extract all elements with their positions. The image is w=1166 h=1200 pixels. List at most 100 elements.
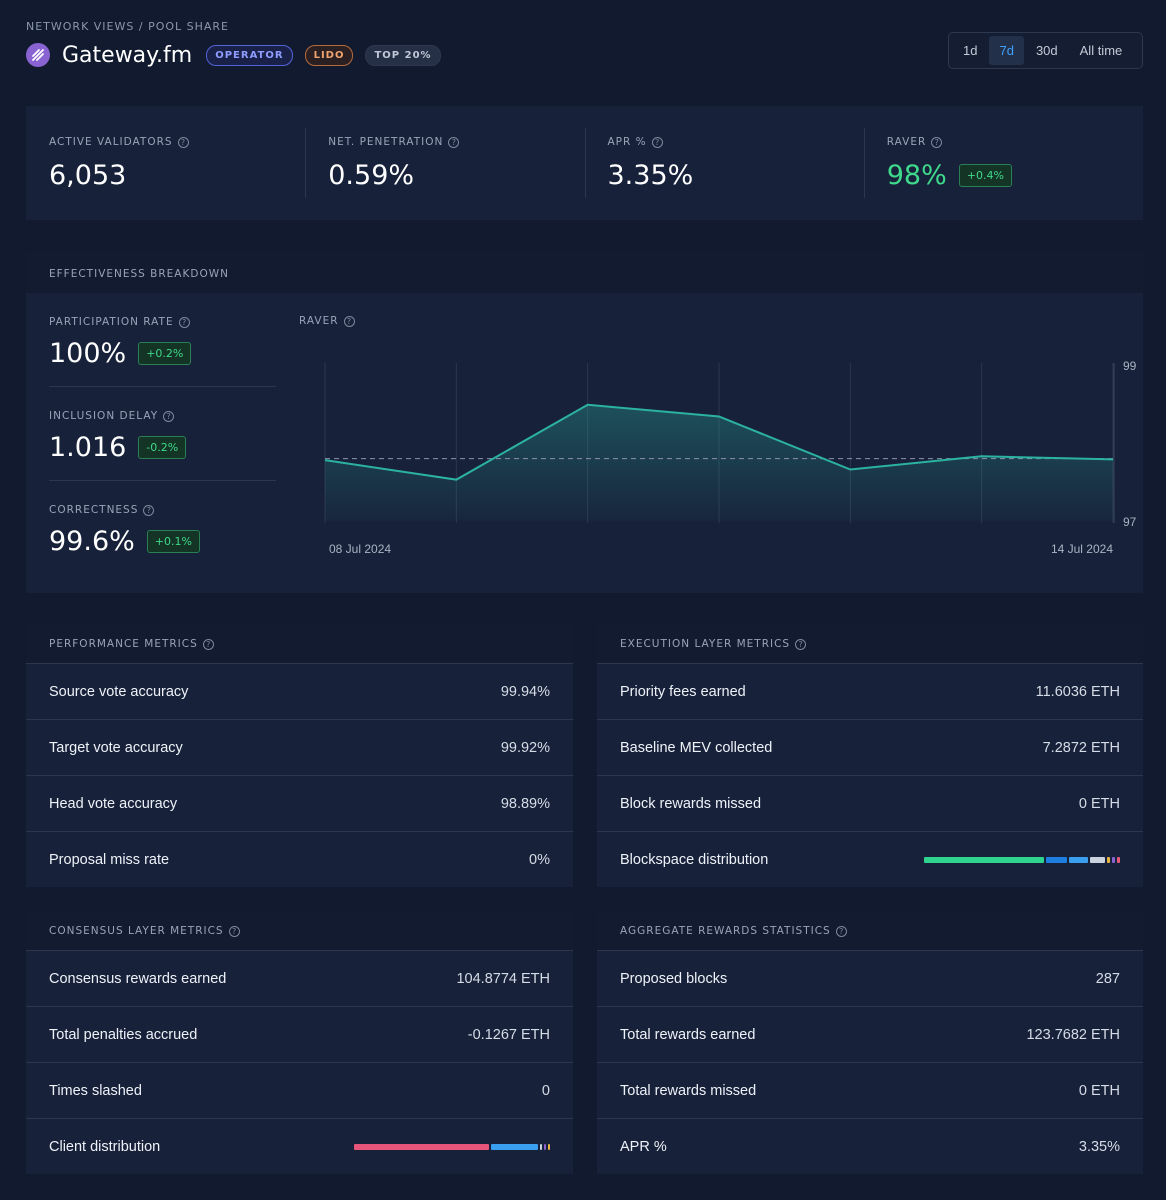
row-value: 98.89%	[500, 795, 550, 812]
row-label: Priority fees earned	[620, 683, 746, 700]
table-row: Times slashed 0	[26, 1063, 573, 1119]
section-title: CONSENSUS LAYER METRICS	[49, 925, 224, 937]
row-label: Times slashed	[49, 1082, 142, 1099]
table-row: Priority fees earned 11.6036 ETH	[597, 664, 1143, 720]
kpi-active-validators: ACTIVE VALIDATORS? 6,053	[26, 106, 305, 220]
section-title: PERFORMANCE METRICS	[49, 638, 198, 650]
range-1d-button[interactable]: 1d	[963, 43, 978, 58]
metric-label: PARTICIPATION RATE	[49, 316, 174, 328]
metric-value: 99.6%	[49, 526, 135, 557]
kpi-value: 98%	[886, 160, 947, 191]
raver-chart-svg: 99 97 08 Jul 2024 14 Jul 2024	[324, 359, 1137, 556]
range-7d-button[interactable]: 7d	[989, 36, 1024, 65]
effectiveness-metrics: PARTICIPATION RATE? 100% +0.2% INCLUSION …	[49, 293, 276, 575]
distribution-segment	[491, 1144, 539, 1150]
row-value: 123.7682 ETH	[1026, 1026, 1120, 1043]
kpi-net-penetration: NET. PENETRATION? 0.59%	[305, 106, 584, 220]
x-tick-label: 08 Jul 2024	[329, 542, 391, 556]
distribution-segment	[1069, 857, 1089, 863]
kpi-raver: RAVER? 98% +0.4%	[863, 106, 1143, 220]
range-all-time-button[interactable]: All time	[1079, 43, 1123, 58]
table-row: Head vote accuracy 98.89%	[26, 776, 573, 832]
row-value: 99.94%	[500, 683, 550, 700]
delta-badge: +0.2%	[138, 342, 192, 365]
help-icon[interactable]: ?	[343, 315, 355, 327]
help-icon[interactable]: ?	[795, 638, 807, 650]
help-icon[interactable]: ?	[178, 316, 190, 328]
table-row: Total rewards missed 0 ETH	[597, 1063, 1143, 1119]
performance-metrics-panel: PERFORMANCE METRICS? Source vote accurac…	[26, 624, 573, 887]
help-icon[interactable]: ?	[448, 136, 460, 148]
table-row: Target vote accuracy 99.92%	[26, 720, 573, 776]
distribution-segment	[1046, 857, 1068, 863]
lido-badge: LIDO	[304, 44, 354, 66]
distribution-segment	[1112, 857, 1116, 863]
participation-rate-metric: PARTICIPATION RATE? 100% +0.2%	[49, 293, 276, 387]
delta-badge: +0.1%	[146, 530, 200, 553]
help-icon[interactable]: ?	[651, 136, 663, 148]
row-label: Proposed blocks	[620, 970, 728, 987]
metric-value: 100%	[49, 338, 127, 369]
inclusion-delay-metric: INCLUSION DELAY? 1.016 -0.2%	[49, 387, 276, 481]
top-rank-badge: TOP 20%	[365, 44, 441, 66]
metric-value: 1.016	[49, 432, 127, 463]
help-icon[interactable]: ?	[143, 504, 155, 516]
row-label: Source vote accuracy	[49, 683, 189, 700]
row-label: Blockspace distribution	[620, 852, 769, 868]
row-value: 99.92%	[500, 739, 550, 756]
raver-chart: RAVER? 99 97 08 Jul 2024 14 Jul 2024	[299, 315, 1139, 585]
distribution-segment	[1117, 857, 1120, 863]
metric-label: INCLUSION DELAY	[49, 410, 159, 422]
x-tick-label: 14 Jul 2024	[1051, 542, 1113, 556]
row-label: Block rewards missed	[620, 795, 762, 812]
effectiveness-body: PARTICIPATION RATE? 100% +0.2% INCLUSION …	[26, 293, 1143, 593]
help-icon[interactable]: ?	[835, 925, 847, 937]
help-icon[interactable]: ?	[202, 638, 214, 650]
metric-label: CORRECTNESS	[49, 504, 139, 516]
y-tick-label: 97	[1123, 515, 1137, 529]
row-label: Baseline MEV collected	[620, 739, 773, 756]
row-label: Target vote accuracy	[49, 739, 183, 756]
row-label: Total rewards missed	[620, 1082, 757, 1099]
blockspace-distribution-bar	[924, 857, 1120, 863]
row-label: Client distribution	[49, 1139, 161, 1155]
aggregate-rewards-panel: AGGREGATE REWARDS STATISTICS? Proposed b…	[597, 911, 1143, 1174]
kpi-label: NET. PENETRATION	[328, 136, 444, 148]
table-row: Client distribution	[26, 1119, 573, 1175]
row-value: 104.8774 ETH	[456, 970, 550, 987]
delta-badge: +0.4%	[958, 164, 1012, 187]
table-row: Proposed blocks 287	[597, 951, 1143, 1007]
help-icon[interactable]: ?	[931, 136, 943, 148]
distribution-segment	[354, 1144, 490, 1150]
distribution-segment	[924, 857, 1045, 863]
row-value: 0	[541, 1082, 550, 1099]
kpi-apr: APR %? 3.35%	[584, 106, 864, 220]
distribution-segment	[1107, 857, 1111, 863]
delta-badge: -0.2%	[138, 436, 187, 459]
gateway-logo-icon	[26, 43, 50, 67]
execution-metrics-panel: EXECUTION LAYER METRICS? Priority fees e…	[597, 624, 1143, 887]
range-30d-button[interactable]: 30d	[1035, 43, 1058, 58]
distribution-segment	[548, 1144, 551, 1150]
row-value: 3.35%	[1078, 1139, 1120, 1155]
page-title: Gateway.fm	[62, 42, 193, 68]
distribution-segment	[1090, 857, 1106, 863]
raver-area	[325, 404, 1113, 521]
row-value: 0%	[529, 852, 550, 868]
distribution-segment	[540, 1144, 543, 1150]
section-title: AGGREGATE REWARDS STATISTICS	[620, 925, 831, 937]
page-header: Gateway.fm OPERATOR LIDO TOP 20%	[26, 40, 441, 70]
row-label: APR %	[620, 1139, 667, 1155]
consensus-metrics-panel: CONSENSUS LAYER METRICS? Consensus rewar…	[26, 911, 573, 1174]
table-row: Blockspace distribution	[597, 832, 1143, 888]
help-icon[interactable]: ?	[177, 136, 189, 148]
help-icon[interactable]: ?	[163, 410, 175, 422]
correctness-metric: CORRECTNESS? 99.6% +0.1%	[49, 481, 276, 575]
help-icon[interactable]: ?	[228, 925, 240, 937]
kpi-label: ACTIVE VALIDATORS	[49, 136, 173, 148]
y-tick-label: 99	[1123, 359, 1137, 373]
table-row: APR % 3.35%	[597, 1119, 1143, 1175]
chart-title: RAVER	[299, 315, 339, 327]
kpi-value: 0.59%	[328, 160, 415, 191]
row-label: Consensus rewards earned	[49, 970, 227, 987]
